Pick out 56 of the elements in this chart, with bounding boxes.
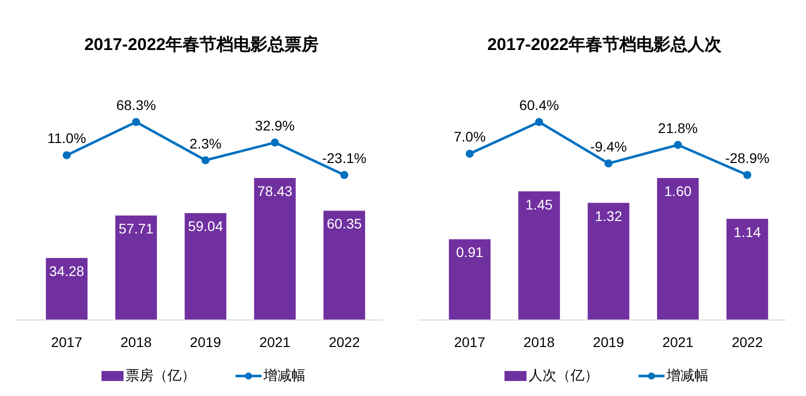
- x-tick-label: 2018: [524, 334, 555, 350]
- point: [535, 118, 544, 126]
- data-label: 32.9%: [255, 118, 295, 134]
- x-tick-label: 2018: [120, 334, 152, 350]
- x-tick-label: 2019: [190, 334, 222, 350]
- chart-title: 2017-2022年春节档电影总票房: [84, 35, 319, 54]
- data-label: -23.1%: [322, 150, 366, 166]
- data-label: 1.45: [525, 196, 553, 212]
- data-label: 1.32: [594, 208, 622, 224]
- data-label: 0.91: [456, 244, 484, 260]
- bar: [518, 191, 560, 320]
- data-label: 34.28: [49, 262, 84, 279]
- x-tick-label: 2021: [662, 334, 694, 350]
- data-label: 59.04: [188, 218, 224, 234]
- point: [62, 151, 71, 160]
- bar: [323, 210, 366, 320]
- data-label: 68.3%: [116, 97, 156, 113]
- point: [466, 150, 474, 158]
- point: [674, 140, 682, 149]
- x-tick-label: 2019: [592, 334, 624, 350]
- data-label: -9.4%: [590, 138, 627, 154]
- bar: [115, 216, 157, 320]
- bar: [448, 239, 491, 320]
- data-label: 57.71: [118, 220, 154, 237]
- data-label: 11.0%: [47, 130, 86, 146]
- bar: [46, 258, 88, 320]
- legend-label: 人次（亿）: [528, 367, 598, 383]
- data-label: 60.35: [326, 216, 362, 232]
- data-label: 2.3%: [190, 135, 222, 152]
- x-tick-label: 2022: [328, 334, 360, 350]
- data-label: -28.9%: [725, 150, 770, 166]
- bar: [588, 202, 630, 320]
- data-label: 1.60: [664, 183, 692, 199]
- data-label: 7.0%: [454, 128, 486, 145]
- chart-title: 2017-2022年春节档电影总人次: [487, 35, 723, 54]
- point: [202, 156, 210, 164]
- point: [743, 171, 752, 179]
- x-tick-label: 2017: [51, 334, 82, 350]
- data-label: 60.4%: [519, 97, 559, 113]
- bar: [254, 178, 296, 320]
- legend-label: 增减幅: [262, 367, 306, 383]
- bar: [726, 218, 768, 320]
- x-tick-label: 2017: [454, 334, 486, 350]
- bar: [657, 178, 699, 320]
- data-label: 78.43: [257, 183, 293, 199]
- bar: [184, 213, 226, 320]
- point: [604, 159, 612, 168]
- legend-label: 增减幅: [666, 367, 708, 383]
- x-tick-label: 2022: [732, 334, 764, 350]
- point: [132, 118, 140, 126]
- point: [270, 138, 279, 147]
- x-tick-label: 2021: [259, 334, 291, 350]
- data-label: 1.14: [734, 224, 762, 240]
- data-label: 21.8%: [658, 120, 698, 136]
- point: [340, 171, 348, 179]
- legend-label: 票房（亿）: [126, 367, 196, 383]
